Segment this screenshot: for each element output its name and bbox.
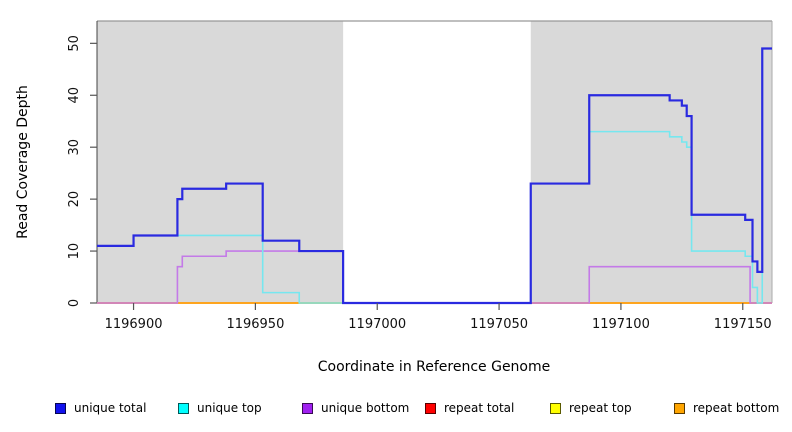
legend-swatch-icon [302,402,313,414]
x-tick-label: 1197000 [348,317,406,332]
legend-item-repeat-bottom: repeat bottom [674,401,779,415]
legend: unique total unique top unique bottom repea… [0,401,792,425]
legend-item-unique-bottom: unique bottom [302,401,409,415]
series-unique-total [97,47,772,305]
legend-label: repeat total [444,401,515,415]
y-tick-label: 40 [67,87,82,104]
x-tick-label: 1197100 [592,317,650,332]
legend-swatch-icon [425,402,436,414]
y-tick-label: 30 [67,139,82,156]
series-unique-bottom [97,250,772,304]
legend-swatch-icon [178,402,189,414]
y-axis-title: Read Coverage Depth [15,85,31,239]
legend-item-unique-total: unique total [55,401,146,415]
legend-label: unique top [197,401,262,415]
legend-label: unique total [74,401,147,415]
legend-swatch-icon [674,402,685,414]
legend-label: unique bottom [321,401,410,415]
legend-item-repeat-total: repeat total [425,401,514,415]
y-tick-label: 50 [67,35,82,52]
x-tick-label: 1197150 [714,317,772,332]
x-tick-label: 1196950 [226,317,284,332]
legend-item-repeat-top: repeat top [550,401,632,415]
legend-swatch-icon [55,402,66,414]
y-tick-label: 0 [67,299,82,307]
legend-label: repeat top [569,401,632,415]
shaded-regions [97,21,772,303]
series-unique-top [97,47,772,304]
x-tick-label: 1197050 [470,317,528,332]
legend-item-unique-top: unique top [178,401,262,415]
y-tick-label: 10 [67,243,82,260]
y-tick-label: 20 [67,191,82,208]
x-axis-title: Coordinate in Reference Genome [318,359,551,375]
axes: 1196900 1196950 1197000 1197050 1197100 11971… [67,35,772,332]
coverage-series-lines [97,47,772,305]
legend-label: repeat bottom [693,401,780,415]
legend-swatch-icon [550,402,561,414]
x-tick-label: 1196900 [105,317,163,332]
